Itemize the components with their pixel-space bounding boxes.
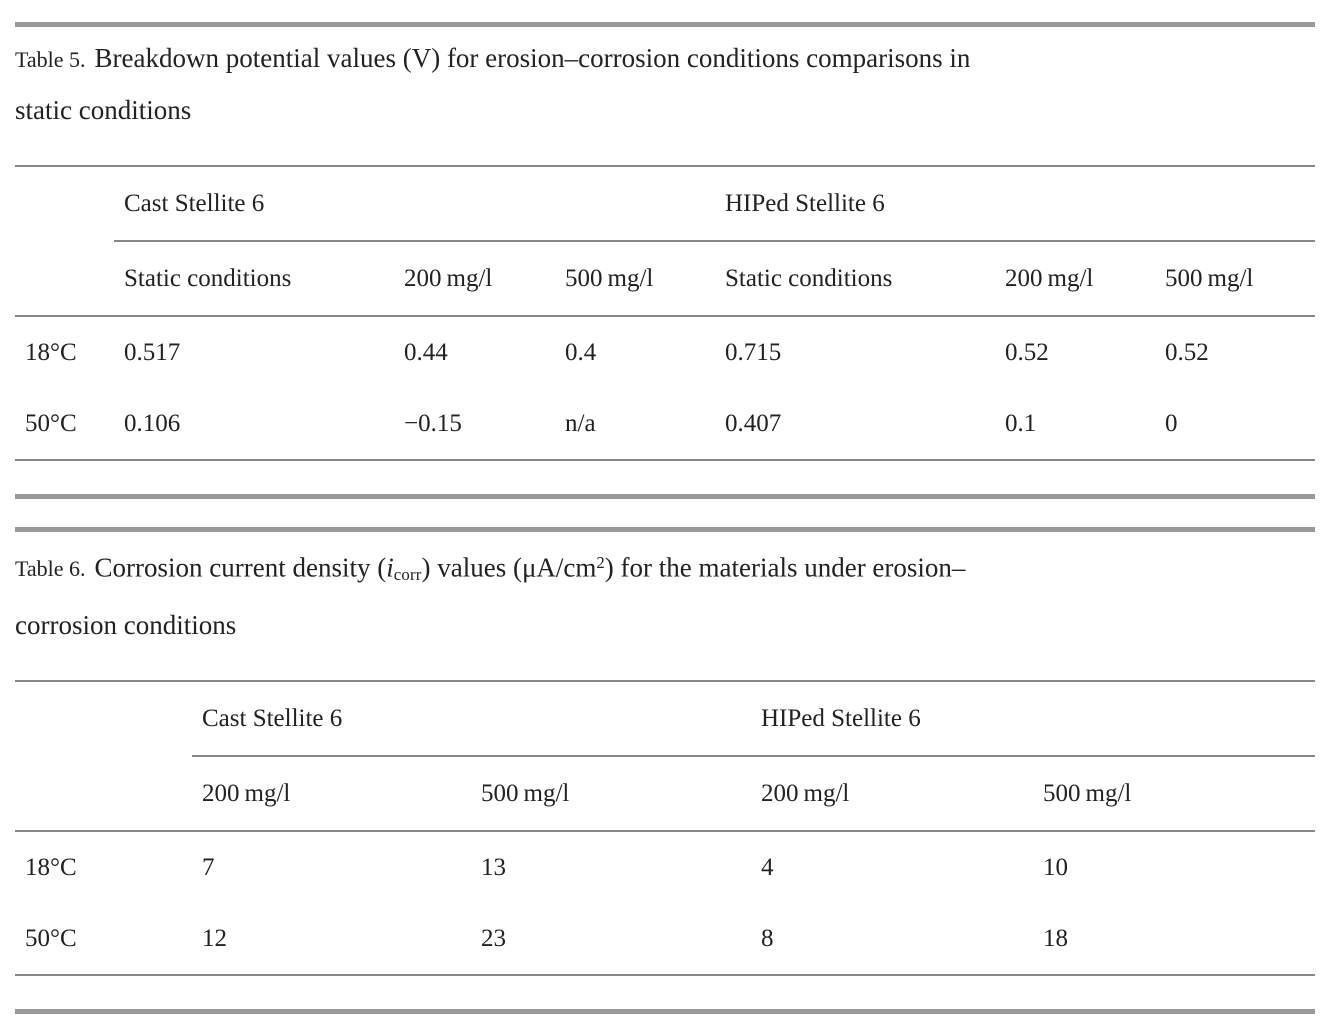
table6-subheader: 500 mg/l — [1033, 756, 1315, 833]
table5-cell: 0.106 — [124, 409, 181, 437]
table5-caption: Table 5. Breakdown potential values (V) f… — [15, 33, 1315, 135]
table5-group-header-cast: Cast Stellite 6 — [114, 166, 715, 242]
table6-caption-variable-i: i — [386, 552, 394, 583]
table6-top-thick-rule — [15, 527, 1315, 532]
table5-subheader: Static conditions — [114, 241, 394, 317]
table6-caption-part1: Corrosion current density ( — [94, 552, 387, 583]
row-label: 18°C — [25, 853, 77, 881]
table5-caption-line1: Breakdown potential values (V) for erosi… — [94, 43, 971, 73]
table6-cell: 13 — [481, 853, 506, 881]
table6-group-header-hiped: HIPed Stellite 6 — [751, 681, 1315, 758]
table5-cell: −0.15 — [404, 409, 462, 437]
table6-sub-header-row: 200 mg/l 500 mg/l 200 mg/l 500 mg/l — [15, 756, 1315, 833]
table6-subheader-empty — [15, 756, 192, 833]
table6-caption-part3: ) for the materials under erosion– — [604, 552, 966, 583]
table6-caption-line2: corrosion conditions — [15, 610, 237, 641]
table6-cell: 12 — [202, 924, 227, 952]
row-label: 50°C — [25, 924, 77, 952]
table5: Cast Stellite 6 HIPed Stellite 6 Static … — [15, 165, 1316, 461]
table6-caption: Table 6. Corrosion current density (icorr… — [15, 538, 1315, 650]
table6: Cast Stellite 6 HIPed Stellite 6 200 mg/… — [15, 680, 1315, 977]
table6-corner-cell — [15, 681, 192, 756]
table6-caption-part2: ) values (μA/cm — [421, 552, 597, 583]
table6-cell: 7 — [202, 853, 215, 881]
table6-group-header-row: Cast Stellite 6 HIPed Stellite 6 — [15, 681, 1315, 758]
table5-cell: 0.1 — [1005, 409, 1037, 437]
table5-cell: 0.407 — [725, 409, 782, 437]
table6-subheader: 200 mg/l — [751, 756, 1033, 833]
table6-caption-superscript-2: 2 — [596, 553, 605, 572]
table5-cell: n/a — [565, 409, 596, 437]
table6-cell: 10 — [1043, 853, 1068, 881]
table6-cell: 18 — [1043, 924, 1068, 952]
table5-cell: 0.52 — [1165, 338, 1209, 366]
table6-caption-subscript-corr: corr — [393, 565, 422, 585]
table5-bottom-thick-rule — [15, 494, 1315, 499]
table5-top-thick-rule — [15, 22, 1315, 27]
table5-cell: 0 — [1165, 409, 1178, 437]
table5-subheader: 200 mg/l — [394, 241, 555, 317]
table6-subheader: 200 mg/l — [192, 756, 471, 833]
table5-row-50c: 50°C 0.106 −0.15 n/a 0.407 0.1 0 — [15, 388, 1315, 460]
row-label: 18°C — [25, 338, 77, 366]
table5-subheader: 500 mg/l — [555, 241, 715, 317]
table6-bottom-thick-rule — [15, 1009, 1315, 1015]
table6-subheader: 500 mg/l — [471, 756, 751, 833]
table5-cell: 0.715 — [725, 338, 782, 366]
table5-row-18c: 18°C 0.517 0.44 0.4 0.715 0.52 0.52 — [15, 316, 1315, 388]
document-page: Table 5. Breakdown potential values (V) f… — [15, 0, 1316, 1015]
table5-cell: 0.517 — [124, 338, 181, 366]
table6-row-18c: 18°C 7 13 4 10 — [15, 831, 1315, 903]
table5-subheader: 200 mg/l — [995, 241, 1155, 317]
table6-cell: 4 — [761, 853, 774, 881]
table6-cell: 23 — [481, 924, 506, 952]
table6-row-50c: 50°C 12 23 8 18 — [15, 903, 1315, 975]
table5-cell: 0.4 — [565, 338, 597, 366]
table5-subheader-empty — [15, 241, 114, 317]
table5-subheader: Static conditions — [715, 241, 995, 317]
table5-caption-label: Table 5. — [15, 47, 86, 72]
table5-cell: 0.52 — [1005, 338, 1049, 366]
table5-caption-line2: static conditions — [15, 95, 192, 125]
table5-sub-header-row: Static conditions 200 mg/l 500 mg/l Stat… — [15, 241, 1316, 317]
table6-caption-label: Table 6. — [15, 556, 86, 582]
table5-group-header-row: Cast Stellite 6 HIPed Stellite 6 — [15, 166, 1316, 242]
table5-cell: 0.44 — [404, 338, 448, 366]
table6-group-header-cast: Cast Stellite 6 — [192, 681, 751, 758]
table6-cell: 8 — [761, 924, 774, 952]
table5-subheader: 500 mg/l — [1155, 241, 1316, 317]
table5-corner-cell — [15, 166, 114, 241]
row-label: 50°C — [25, 409, 77, 437]
table5-group-header-hiped: HIPed Stellite 6 — [715, 166, 1316, 242]
